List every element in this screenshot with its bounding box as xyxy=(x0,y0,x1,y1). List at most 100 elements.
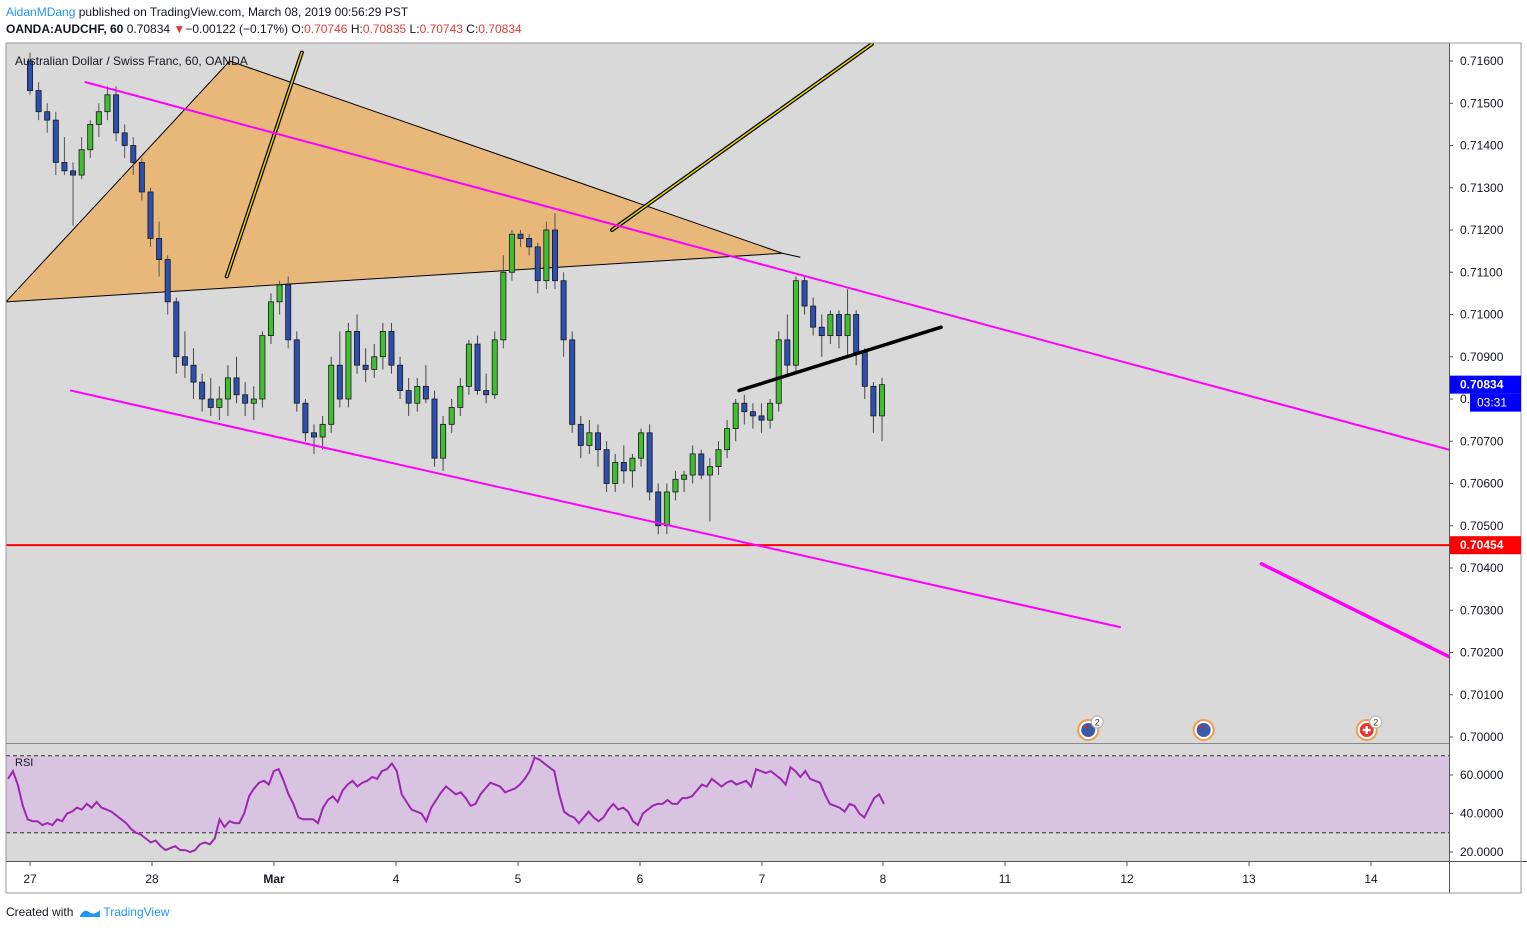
rsi-label: RSI xyxy=(15,757,33,769)
candle-body xyxy=(319,423,326,438)
time-tick-label: 5 xyxy=(515,872,522,886)
rsi-layer xyxy=(6,755,1449,854)
candle-body xyxy=(715,449,722,468)
candle-body xyxy=(422,385,429,400)
candle-body xyxy=(595,432,601,451)
candle-body xyxy=(784,339,791,366)
candle-body xyxy=(414,385,421,404)
candle-body xyxy=(164,259,171,303)
price-tick-label: 0.71200 xyxy=(1460,223,1504,237)
candle-body xyxy=(835,314,842,337)
candle-body xyxy=(663,491,670,527)
breakout-line xyxy=(737,325,943,393)
candle-body xyxy=(138,161,145,193)
price-tick-label: 0.71500 xyxy=(1460,96,1504,110)
candle-body xyxy=(242,394,249,404)
rsi-tick-label: 60.0000 xyxy=(1460,768,1504,782)
price-tick-label: 0.70300 xyxy=(1460,603,1504,617)
candle-body xyxy=(767,402,774,421)
candle-body xyxy=(457,385,464,408)
candle-body xyxy=(431,398,438,459)
high-label: H: xyxy=(350,22,363,36)
candle-body xyxy=(379,330,386,358)
candle-body xyxy=(448,407,455,425)
event-badge-count: 2 xyxy=(1373,718,1378,728)
rsi-tick-label: 40.0000 xyxy=(1460,807,1504,821)
candle-body xyxy=(672,478,679,493)
candle-body xyxy=(465,343,472,387)
time-tick-label: 8 xyxy=(880,872,887,886)
candle-body xyxy=(534,246,541,282)
candle-body xyxy=(207,398,214,408)
candle-body xyxy=(724,428,731,451)
candle-body xyxy=(551,229,558,282)
candle-body xyxy=(732,402,739,429)
drawings-layer xyxy=(6,60,801,303)
candle-body xyxy=(354,330,361,366)
chart-title: Australian Dollar / Swiss Franc, 60, OAN… xyxy=(15,54,248,68)
candle-body xyxy=(569,339,576,425)
candle-body xyxy=(328,364,335,425)
support-price-label: 0.70454 xyxy=(1460,538,1504,552)
publish-header: AidanMDang published on TradingView.com,… xyxy=(6,5,408,19)
candle-body xyxy=(250,398,257,404)
time-tick-label: 6 xyxy=(637,872,644,886)
price-tick-label: 0.70700 xyxy=(1460,434,1504,448)
candle-body xyxy=(827,314,834,337)
rsi-line xyxy=(7,756,885,854)
candle-body xyxy=(491,339,498,396)
candle-body xyxy=(474,343,481,391)
footer: Created with TradingView xyxy=(6,905,169,919)
tradingview-brand[interactable]: TradingView xyxy=(77,905,169,919)
candle-body xyxy=(612,461,619,484)
candle-body xyxy=(233,377,240,396)
channel-lower-line xyxy=(69,389,1121,629)
candle-body xyxy=(224,377,231,400)
triangle-extension xyxy=(782,252,801,258)
candle-body xyxy=(285,284,292,341)
time-tick-label: 28 xyxy=(145,872,159,886)
price-tick-label: 0.71300 xyxy=(1460,181,1504,195)
price-tick-label: 0.70100 xyxy=(1460,688,1504,702)
axes-layer: 0.71600 0.71500 0.71400 0.71300 0.71200 0.711… xyxy=(23,54,1521,886)
candle-body xyxy=(638,432,645,459)
candle-body xyxy=(52,119,59,163)
triangle-pattern xyxy=(6,60,783,303)
support-price-tag xyxy=(1450,536,1521,555)
price-tick-label: 0.70600 xyxy=(1460,477,1504,491)
candle-body xyxy=(130,145,137,163)
candle-body xyxy=(87,123,94,151)
close-value: 0.70834 xyxy=(478,22,522,36)
candle-body xyxy=(190,364,197,383)
time-tick-label: 11 xyxy=(999,872,1012,886)
time-tick-label: 4 xyxy=(393,872,400,886)
event-badge-count: 2 xyxy=(1095,718,1100,728)
candle-body xyxy=(181,356,188,366)
candle-body xyxy=(620,461,627,472)
candle-body xyxy=(543,229,550,282)
created-with-text: Created with xyxy=(6,905,74,919)
candle-body xyxy=(749,411,756,417)
event-badge xyxy=(1090,715,1104,729)
low-label: L: xyxy=(409,22,420,36)
candle-body xyxy=(689,453,696,476)
candle-body xyxy=(345,330,352,400)
candle-body xyxy=(35,90,42,113)
symbol-label: OANDA:AUDCHF, 60 xyxy=(6,22,124,36)
time-tick-label: Mar xyxy=(263,872,285,886)
price-tick-label: 0.71600 xyxy=(1460,54,1504,68)
candle-body xyxy=(879,384,885,417)
candle-body xyxy=(500,271,507,341)
candle-body xyxy=(302,402,309,434)
candle-body xyxy=(706,466,713,476)
candle-body xyxy=(362,364,369,370)
high-value: 0.70835 xyxy=(362,22,407,36)
author-link[interactable]: AidanMDang xyxy=(6,5,76,19)
candle-body xyxy=(629,457,636,472)
rsi-tick-label: 20.0000 xyxy=(1460,845,1504,859)
chart-frame xyxy=(5,42,1522,894)
candle-body xyxy=(388,330,395,366)
channel-upper-line xyxy=(84,81,1449,451)
candle-body xyxy=(371,356,378,370)
